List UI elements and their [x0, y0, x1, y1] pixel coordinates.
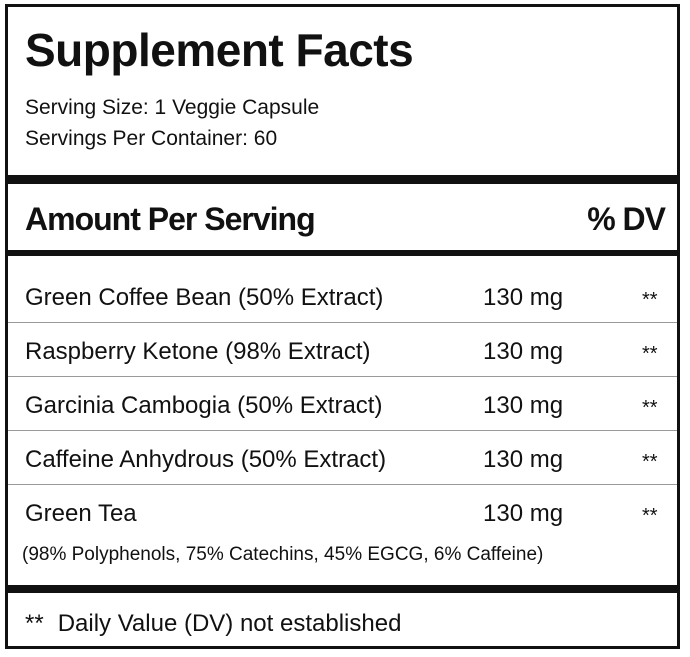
thick-divider-top: [8, 175, 677, 184]
ingredient-row: Caffeine Anhydrous (50% Extract) 130 mg …: [8, 431, 677, 485]
ingredient-dv: **: [642, 343, 658, 365]
ingredient-amount: 130 mg: [483, 446, 564, 473]
ingredient-row: Green Tea 130 mg **: [8, 485, 677, 539]
ingredient-dv: **: [642, 505, 658, 527]
footnote-mark: **: [25, 610, 44, 637]
ingredient-name: Raspberry Ketone (98% Extract): [25, 338, 371, 365]
amount-per-serving-header: Amount Per Serving: [25, 201, 316, 237]
ingredient-row: Raspberry Ketone (98% Extract) 130 mg **: [8, 323, 677, 377]
ingredient-amount: 130 mg: [483, 284, 564, 311]
ingredient-name: Garcinia Cambogia (50% Extract): [25, 392, 383, 419]
supplement-facts-panel: Supplement Facts Serving Size: 1 Veggie …: [5, 4, 680, 649]
footnote-text: Daily Value (DV) not established: [57, 610, 402, 637]
ingredient-dv: **: [642, 397, 658, 419]
daily-value-header: % DV: [587, 201, 666, 237]
ingredient-amount: 130 mg: [483, 338, 564, 365]
ingredient-dv: **: [642, 289, 658, 311]
ingredient-row: Green Coffee Bean (50% Extract) 130 mg *…: [8, 269, 677, 323]
ingredient-amount: 130 mg: [483, 392, 564, 419]
green-tea-detail: (98% Polyphenols, 75% Catechins, 45% EGC…: [22, 544, 544, 565]
ingredient-dv: **: [642, 451, 658, 473]
ingredient-name: Green Coffee Bean (50% Extract): [25, 284, 384, 311]
serving-size: Serving Size: 1 Veggie Capsule: [25, 96, 320, 119]
ingredient-row: Garcinia Cambogia (50% Extract) 130 mg *…: [8, 377, 677, 431]
thick-divider-bottom: [8, 585, 677, 593]
footnote: ** Daily Value (DV) not established: [25, 612, 401, 636]
ingredient-name: Caffeine Anhydrous (50% Extract): [25, 446, 387, 473]
servings-per-container: Servings Per Container: 60: [25, 127, 278, 150]
thick-divider-header: [8, 250, 677, 256]
ingredient-amount: 130 mg: [483, 500, 564, 527]
panel-title: Supplement Facts: [25, 24, 414, 76]
ingredient-name: Green Tea: [25, 500, 137, 527]
